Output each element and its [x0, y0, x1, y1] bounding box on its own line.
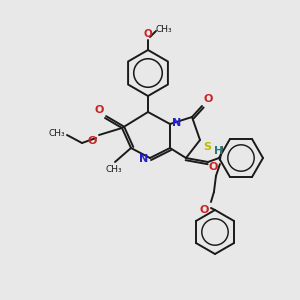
Text: O: O	[200, 205, 209, 215]
Text: O: O	[208, 162, 218, 172]
Text: O: O	[88, 136, 97, 146]
Text: N: N	[172, 118, 181, 128]
Text: H: H	[214, 146, 223, 156]
Text: O: O	[144, 29, 152, 39]
Text: O: O	[204, 94, 213, 104]
Text: O: O	[94, 105, 104, 115]
Text: CH₃: CH₃	[48, 130, 65, 139]
Text: N: N	[139, 154, 148, 164]
Text: S: S	[203, 142, 211, 152]
Text: CH₃: CH₃	[106, 165, 122, 174]
Text: CH₃: CH₃	[156, 26, 172, 34]
